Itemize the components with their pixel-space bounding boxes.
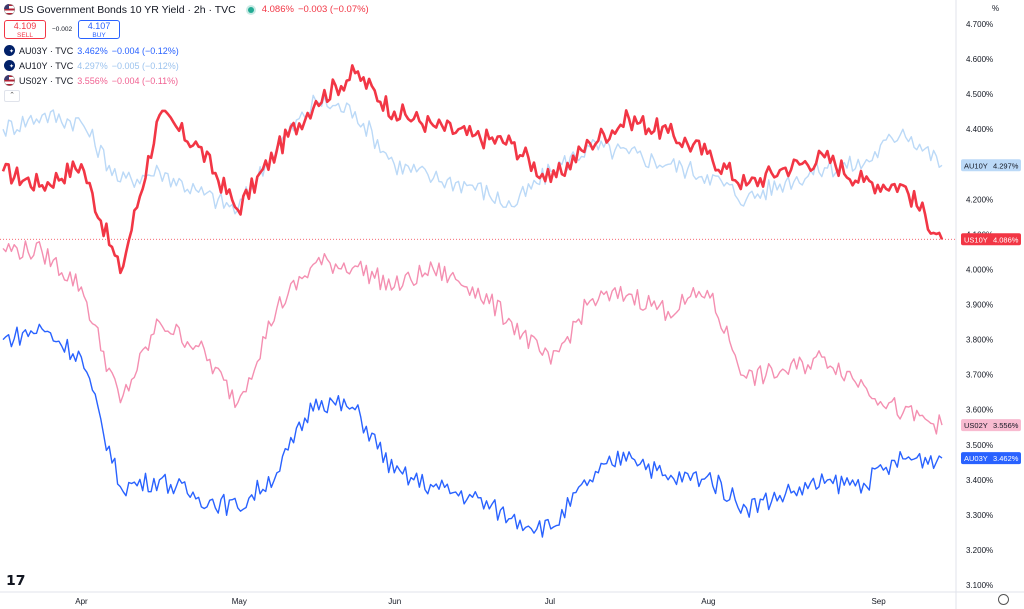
- price-label-symbol: AU03Y: [964, 454, 988, 463]
- legend-symbol: AU03Y · TVC: [19, 45, 74, 56]
- price-label-value: 3.462%: [993, 454, 1019, 463]
- legend-change: −0.004 (−0.11%): [111, 75, 179, 86]
- legend-symbol: US02Y · TVC: [19, 75, 74, 86]
- price-labels: AU10Y 4.297% US10Y 4.086% US02Y 3.556% AU03Y 3.…: [961, 159, 1021, 465]
- x-tick-label: Jul: [545, 597, 555, 606]
- price-label-au10y: [961, 159, 1021, 172]
- market-status-icon[interactable]: [247, 6, 254, 13]
- series-line-us02y[interactable]: [2, 240, 943, 435]
- x-tick-label: May: [232, 597, 247, 606]
- y-tick-label: 3.200%: [966, 546, 993, 555]
- y-axis-unit: %: [992, 4, 999, 13]
- y-axis: %4.700%4.600%4.500%4.400%4.300%4.200%4.1…: [966, 4, 999, 590]
- y-tick-label: 3.100%: [966, 581, 993, 590]
- legend-panel: US Government Bonds 10 YR Yield · 2h · T…: [4, 2, 369, 102]
- last-price: 4.086%: [261, 4, 294, 15]
- buy-price: 4.107: [87, 21, 111, 31]
- price-label-us02y: [961, 419, 1021, 432]
- price-label-value: 4.297%: [993, 161, 1019, 170]
- x-axis: Apr May Jun Jul Aug Sep: [75, 597, 886, 606]
- legend-value: 4.297%: [77, 60, 108, 71]
- y-tick-label: 4.000%: [966, 265, 993, 274]
- series-line-us10y[interactable]: [1, 64, 944, 275]
- legend-change: −0.004 (−0.12%): [111, 45, 179, 56]
- y-tick-label: 3.300%: [966, 511, 993, 520]
- collapse-legend-button[interactable]: ⌃: [4, 90, 20, 102]
- price-label-au03y: [961, 452, 1021, 465]
- price-label-symbol: US02Y: [964, 421, 988, 430]
- price-label-value: 3.556%: [993, 421, 1019, 430]
- legend-value: 3.556%: [77, 75, 108, 86]
- tradingview-logo-icon[interactable]: 𝟭𝟳: [6, 572, 26, 588]
- trade-buttons: 4.109 SELL −0.002 4.107 BUY: [4, 20, 369, 39]
- legend-symbol: AU10Y · TVC: [19, 60, 74, 71]
- series-line-au03y[interactable]: [2, 323, 943, 538]
- price-label-value: 4.086%: [993, 235, 1019, 244]
- sell-price: 4.109: [13, 21, 37, 31]
- legend-item-au03y[interactable]: AU03Y · TVC 3.462% −0.004 (−0.12%): [4, 43, 369, 58]
- au-flag-icon: [4, 45, 15, 56]
- spread-value: −0.002: [52, 26, 73, 33]
- main-symbol-row[interactable]: US Government Bonds 10 YR Yield · 2h · T…: [4, 2, 369, 17]
- x-tick-label: Sep: [871, 597, 886, 606]
- x-tick-label: Apr: [75, 597, 88, 606]
- y-tick-label: 4.700%: [966, 20, 993, 29]
- buy-label: BUY: [92, 32, 106, 39]
- legend-item-us02y[interactable]: US02Y · TVC 3.556% −0.004 (−0.11%): [4, 73, 369, 88]
- y-tick-label: 4.400%: [966, 125, 993, 134]
- x-tick-label: Jun: [388, 597, 401, 606]
- y-tick-label: 3.700%: [966, 371, 993, 380]
- y-tick-label: 3.500%: [966, 441, 993, 450]
- buy-button[interactable]: 4.107 BUY: [78, 20, 121, 39]
- series-lines: [1, 64, 944, 538]
- gear-icon[interactable]: [998, 594, 1009, 605]
- series-line-au10y[interactable]: [2, 94, 943, 215]
- y-tick-label: 4.500%: [966, 90, 993, 99]
- price-label-us10y: [961, 233, 1021, 246]
- legend-value: 3.462%: [77, 45, 108, 56]
- y-tick-label: 3.400%: [966, 476, 993, 485]
- legend-item-au10y[interactable]: AU10Y · TVC 4.297% −0.005 (−0.12%): [4, 58, 369, 73]
- us-flag-icon: [4, 75, 15, 86]
- sell-button[interactable]: 4.109 SELL: [4, 20, 46, 39]
- y-tick-label: 3.800%: [966, 336, 993, 345]
- au-flag-icon: [4, 60, 15, 71]
- price-label-symbol: AU10Y: [964, 161, 988, 170]
- us-flag-icon: [4, 4, 15, 15]
- sell-label: SELL: [17, 32, 33, 39]
- symbol-title[interactable]: US Government Bonds 10 YR Yield · 2h · T…: [19, 3, 236, 16]
- y-tick-label: 4.600%: [966, 55, 993, 64]
- y-tick-label: 4.200%: [966, 195, 993, 204]
- price-change: −0.003 (−0.07%): [297, 4, 369, 15]
- price-label-symbol: US10Y: [964, 235, 988, 244]
- x-tick-label: Aug: [701, 597, 715, 606]
- legend-change: −0.005 (−0.12%): [111, 60, 179, 71]
- y-tick-label: 3.600%: [966, 406, 993, 415]
- y-tick-label: 3.900%: [966, 301, 993, 310]
